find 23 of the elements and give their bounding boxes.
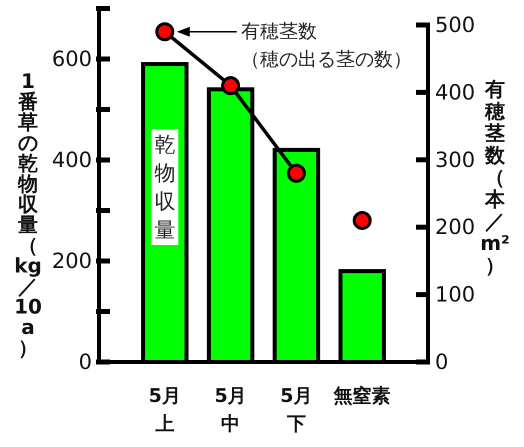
- text: 1番草の乾物収量（kg／10a）: [14, 68, 42, 360]
- y-tick-label: 200: [52, 249, 92, 273]
- annotation: （穂の出る茎の数）: [240, 48, 412, 71]
- x-tick-label: 5月下: [280, 385, 313, 435]
- text: 有穂茎数（本／m²）: [480, 77, 510, 277]
- y2-tick-label: 200: [435, 215, 476, 240]
- y2-tick-label: 100: [435, 282, 476, 307]
- x-tick-label: 無窒素: [332, 385, 391, 407]
- x-tick-label: 5月上: [148, 385, 181, 435]
- point: [352, 210, 372, 230]
- y2-tick-label: 400: [435, 80, 476, 104]
- point: [155, 22, 174, 42]
- y-tick-label: 600: [52, 47, 92, 71]
- y2-tick-label: 500: [435, 13, 476, 37]
- y2-tick-label: 300: [435, 148, 476, 172]
- x-tick-label: 5月中: [214, 385, 247, 435]
- point: [286, 164, 306, 183]
- y-tick-label: 400: [52, 148, 92, 172]
- series-label: 有穂茎数: [240, 20, 317, 43]
- y-tick-label: 0: [78, 350, 92, 374]
- series-label: 乾物収量: [154, 132, 176, 242]
- point: [221, 76, 240, 96]
- y2-tick-label: 0: [435, 350, 448, 374]
